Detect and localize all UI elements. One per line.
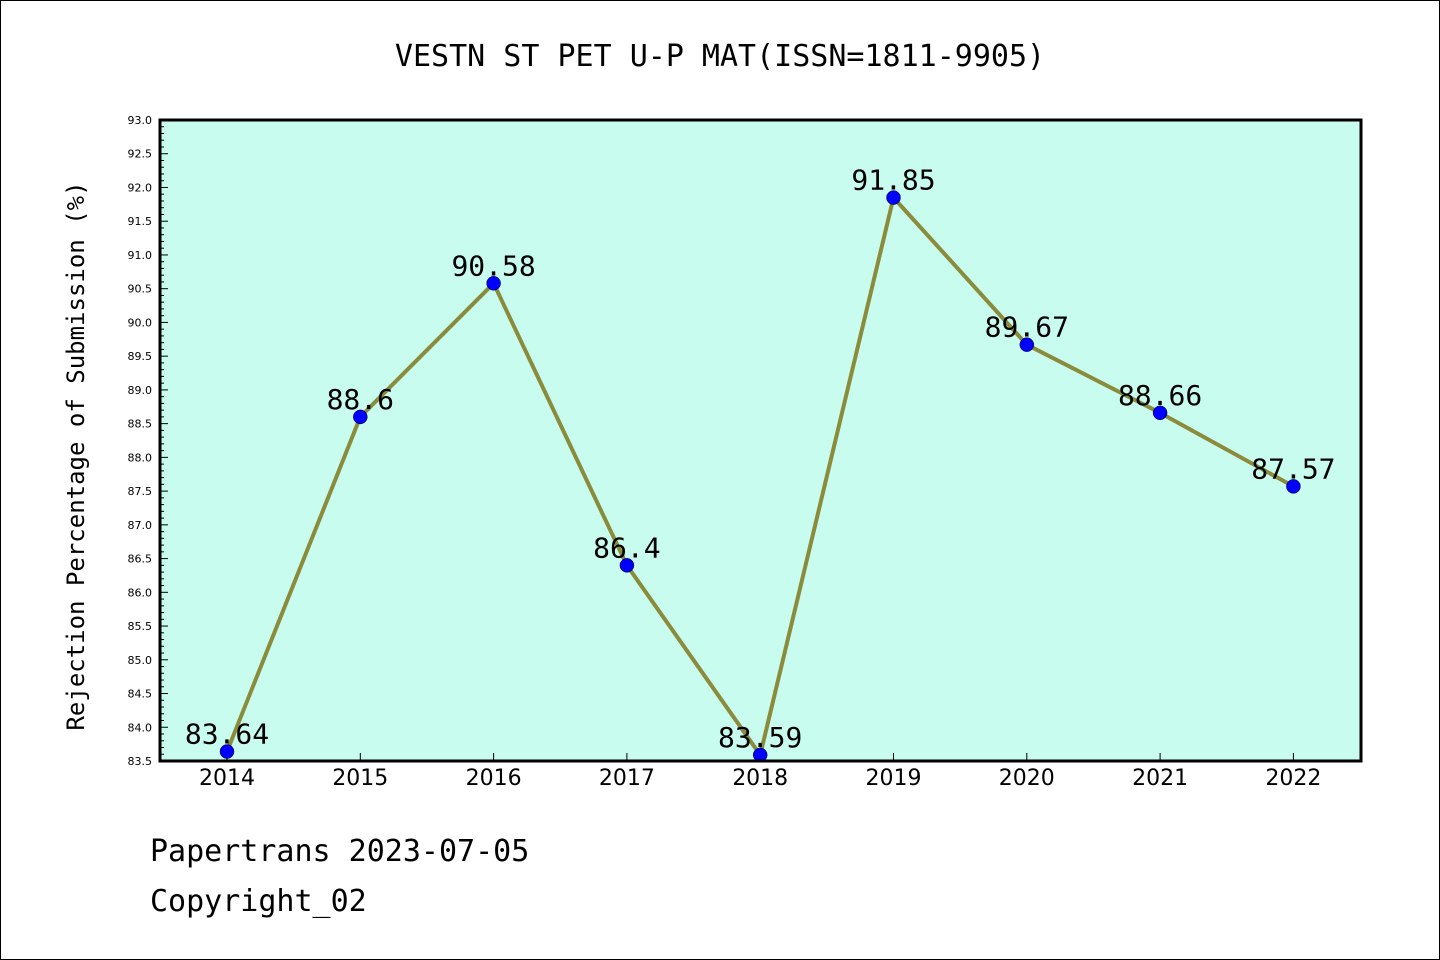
y-tick-label: 91.0 [128, 249, 153, 262]
y-tick-label: 89.0 [128, 384, 153, 397]
y-tick-label: 92.5 [128, 148, 153, 161]
x-tick-label: 2015 [332, 766, 388, 791]
data-label: 88.6 [327, 383, 394, 416]
x-tick-label: 2021 [1132, 766, 1188, 791]
x-axis-tick-labels: 2014 2015 2016 2017 2018 2019 2020 2021 2022 [199, 766, 1321, 791]
x-tick-label: 2022 [1265, 766, 1321, 791]
y-tick-label: 84.0 [128, 721, 153, 734]
y-tick-label: 85.5 [128, 620, 153, 633]
data-label: 86.4 [593, 531, 660, 564]
data-point [886, 190, 901, 205]
x-tick-label: 2017 [599, 766, 655, 791]
y-tick-label: 90.5 [128, 283, 153, 296]
y-tick-label: 91.5 [128, 215, 153, 228]
data-point [486, 276, 501, 291]
data-point [219, 744, 235, 759]
footer-copyright: Copyright_02 [150, 884, 367, 919]
x-tick-label: 2016 [466, 766, 522, 791]
y-tick-label: 83.5 [128, 755, 153, 768]
y-tick-label: 87.0 [128, 519, 153, 532]
y-tick-label: 93.0 [128, 114, 153, 127]
x-tick-label: 2014 [199, 766, 255, 791]
x-tick-label: 2020 [999, 766, 1055, 791]
x-tick-label: 2019 [866, 766, 922, 791]
data-label: 89.67 [985, 311, 1069, 344]
y-tick-label: 88.5 [128, 418, 153, 431]
y-axis-label: Rejection Percentage of Submission (%) [62, 181, 90, 730]
data-labels: 83.64 88.6 90.58 86.4 83.59 91.85 89.67 88.66 87… [185, 164, 1336, 754]
data-label: 83.64 [185, 718, 269, 751]
data-label: 90.58 [451, 249, 535, 282]
data-point [1019, 337, 1035, 352]
x-tick-label: 2018 [732, 766, 788, 791]
series-markers [219, 190, 1301, 763]
chart-title: VESTN ST PET U-P MAT(ISSN=1811-9905) [395, 39, 1045, 74]
plot-area [160, 120, 1361, 761]
data-point [1152, 405, 1168, 421]
y-tick-label: 86.0 [128, 586, 153, 599]
y-tick-label: 88.0 [128, 451, 153, 464]
data-label: 87.57 [1251, 452, 1335, 485]
data-label: 83.59 [718, 721, 802, 754]
y-tick-label: 90.0 [128, 316, 153, 329]
y-axis-tick-labels: 83.5 84.0 84.5 85.0 85.5 86.0 86.5 87.0 87.5 88.0… [128, 114, 153, 768]
y-tick-label: 86.5 [128, 553, 153, 566]
footer-date: Papertrans 2023-07-05 [150, 834, 530, 869]
y-tick-label: 85.0 [128, 654, 153, 667]
data-label: 91.85 [851, 164, 935, 197]
y-tick-label: 92.0 [128, 181, 153, 194]
y-tick-label: 89.5 [128, 350, 153, 363]
data-point [619, 558, 635, 573]
y-tick-label: 87.5 [128, 485, 153, 498]
data-point [1286, 479, 1301, 494]
y-tick-label: 84.5 [128, 688, 153, 701]
plot-border [158, 118, 1363, 763]
data-label: 88.66 [1118, 379, 1202, 412]
data-point [353, 409, 368, 425]
